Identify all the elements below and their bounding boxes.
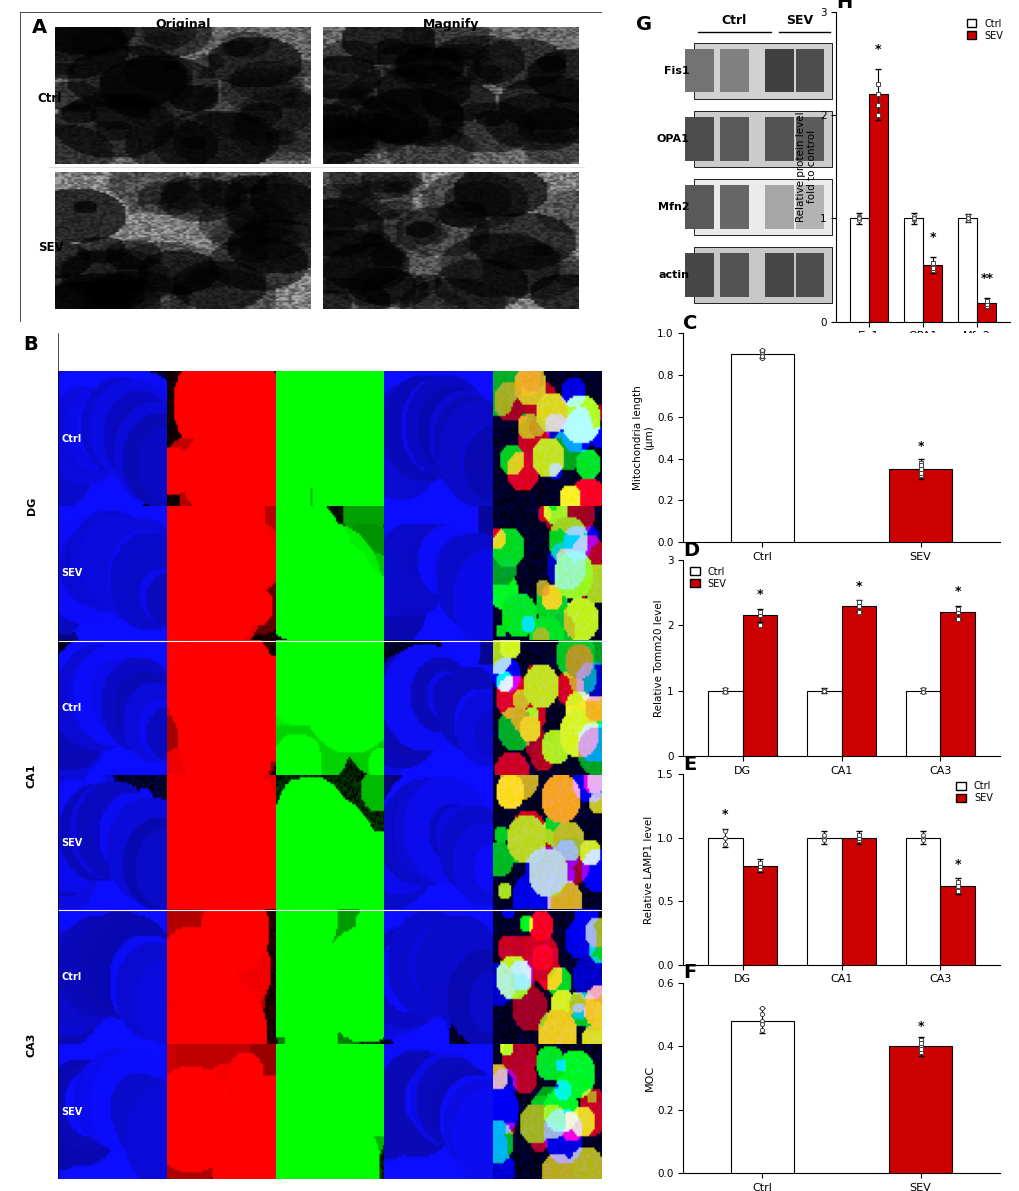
Legend: Ctrl, SEV: Ctrl, SEV xyxy=(954,779,994,805)
Text: Ctrl: Ctrl xyxy=(61,972,82,983)
Bar xyxy=(905,837,940,965)
Text: F: F xyxy=(683,964,696,983)
Legend: Ctrl, SEV: Ctrl, SEV xyxy=(964,17,1004,43)
Bar xyxy=(693,179,832,235)
Text: SEV: SEV xyxy=(38,241,63,254)
Bar xyxy=(685,117,713,161)
Bar xyxy=(730,355,794,542)
Text: actin: actin xyxy=(658,270,689,280)
Bar xyxy=(922,264,942,322)
Bar xyxy=(795,186,823,229)
Bar xyxy=(685,254,713,297)
Y-axis label: Mitochondria length
(μm): Mitochondria length (μm) xyxy=(632,386,654,490)
Bar xyxy=(849,218,868,322)
Y-axis label: Relative LAMP1 level: Relative LAMP1 level xyxy=(644,816,653,923)
Text: *: * xyxy=(916,1021,923,1034)
Text: *: * xyxy=(954,585,960,598)
Bar xyxy=(905,691,940,756)
Text: *: * xyxy=(874,43,880,56)
Text: Tomm20: Tomm20 xyxy=(195,348,248,357)
Bar xyxy=(707,837,742,965)
Bar xyxy=(958,218,976,322)
Bar xyxy=(742,866,776,965)
Bar xyxy=(707,691,742,756)
Bar xyxy=(940,886,974,965)
Bar xyxy=(719,49,748,93)
Text: OPA1: OPA1 xyxy=(656,133,689,144)
Bar xyxy=(719,117,748,161)
Bar xyxy=(806,837,841,965)
Bar xyxy=(693,111,832,167)
Bar xyxy=(940,612,974,756)
Text: Magnify: Magnify xyxy=(522,348,572,357)
Bar xyxy=(841,606,875,756)
Text: SEV: SEV xyxy=(61,568,83,579)
Bar xyxy=(976,303,996,322)
Text: G: G xyxy=(636,15,652,35)
Bar xyxy=(764,254,793,297)
Bar xyxy=(693,248,832,303)
Text: LAMP1: LAMP1 xyxy=(309,348,351,357)
Bar xyxy=(806,691,841,756)
Text: DAPI: DAPI xyxy=(98,348,127,357)
Bar xyxy=(889,1046,952,1173)
Text: Ctrl: Ctrl xyxy=(61,703,82,713)
Bar xyxy=(795,49,823,93)
Bar xyxy=(742,616,776,756)
Bar xyxy=(841,837,875,965)
Text: *: * xyxy=(928,231,934,244)
Text: Ctrl: Ctrl xyxy=(38,92,62,105)
Legend: Ctrl, SEV: Ctrl, SEV xyxy=(688,565,728,591)
Text: D: D xyxy=(683,541,699,560)
Bar xyxy=(764,117,793,161)
Text: Fis1: Fis1 xyxy=(663,66,689,76)
Text: B: B xyxy=(23,335,38,354)
Y-axis label: Relative Tomm20 level: Relative Tomm20 level xyxy=(653,599,663,717)
Y-axis label: MOC: MOC xyxy=(644,1065,654,1091)
Text: E: E xyxy=(683,755,696,774)
Text: Magnify: Magnify xyxy=(422,18,478,31)
Bar xyxy=(764,186,793,229)
Text: **: ** xyxy=(979,273,993,286)
Bar xyxy=(693,43,832,99)
Bar xyxy=(685,49,713,93)
Y-axis label: Relative protein level
fold to control: Relative protein level fold to control xyxy=(795,112,816,222)
Bar xyxy=(764,49,793,93)
Bar xyxy=(730,1021,794,1173)
Text: SEV: SEV xyxy=(61,837,83,848)
Text: SEV: SEV xyxy=(61,1106,83,1117)
Text: Ctrl: Ctrl xyxy=(61,434,82,444)
Bar xyxy=(795,117,823,161)
Bar xyxy=(795,254,823,297)
Text: *: * xyxy=(954,858,960,871)
Bar xyxy=(719,186,748,229)
Text: Original: Original xyxy=(155,18,211,31)
Text: C: C xyxy=(683,314,697,333)
Text: A: A xyxy=(32,18,47,37)
Text: Mfn2: Mfn2 xyxy=(657,202,689,212)
Bar xyxy=(719,254,748,297)
Text: Merge: Merge xyxy=(419,348,458,357)
Text: CA3: CA3 xyxy=(26,1033,37,1056)
Text: SEV: SEV xyxy=(786,14,812,27)
Text: *: * xyxy=(916,441,923,454)
Text: DG: DG xyxy=(26,497,37,516)
Text: *: * xyxy=(756,588,762,601)
Bar xyxy=(889,469,952,542)
Bar xyxy=(685,186,713,229)
Text: H: H xyxy=(836,0,852,12)
Text: CA1: CA1 xyxy=(26,763,37,787)
Bar xyxy=(868,94,887,322)
Text: *: * xyxy=(855,580,861,593)
Bar xyxy=(903,218,922,322)
Text: *: * xyxy=(721,809,728,821)
Text: Ctrl: Ctrl xyxy=(721,14,746,27)
